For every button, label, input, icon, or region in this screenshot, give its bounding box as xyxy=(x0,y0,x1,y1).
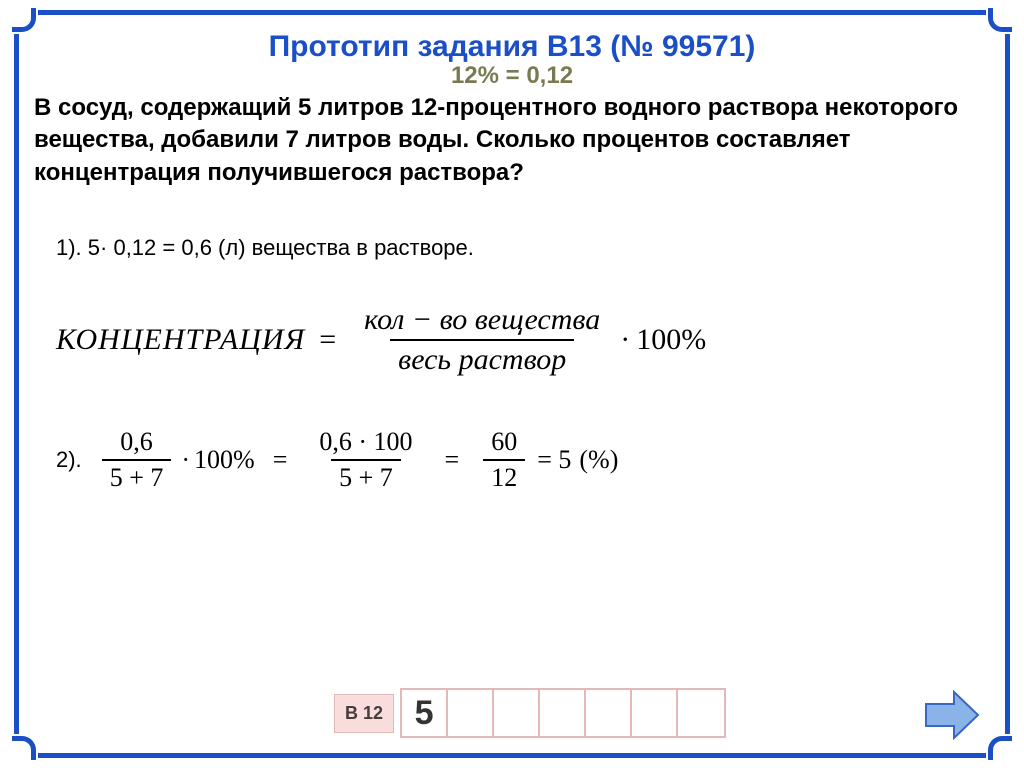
percent-100: 100% xyxy=(636,323,706,357)
equals-sign: = xyxy=(319,323,336,357)
answer-cell[interactable]: 5 xyxy=(402,690,448,736)
slide-content: Прототип задания B13 (№ 99571) 12% = 0,1… xyxy=(34,24,990,744)
answer-row: В 12 5 xyxy=(334,688,726,738)
answer-cell[interactable] xyxy=(586,690,632,736)
multiply-sign: · xyxy=(181,445,190,475)
answer-cell[interactable] xyxy=(632,690,678,736)
f3-num: 60 xyxy=(483,427,525,459)
f2-den: 5 + 7 xyxy=(331,459,401,493)
multiply-sign: · xyxy=(620,323,630,357)
answer-label: В 12 xyxy=(334,694,394,733)
formula-label: КОНЦЕНТРАЦИЯ xyxy=(56,323,305,357)
fraction-2: 0,6 · 100 5 + 7 xyxy=(311,427,420,493)
fraction-1: 0,6 5 + 7 xyxy=(102,427,172,493)
fraction-denominator: весь раствор xyxy=(390,339,574,377)
equals-sign: = xyxy=(273,445,288,475)
problem-text: В сосуд, содержащий 5 литров 12-процентн… xyxy=(34,92,990,189)
answer-cells: 5 xyxy=(400,688,726,738)
result-unit: (%) xyxy=(579,445,618,475)
arrow-right-icon xyxy=(922,688,982,742)
result-value: = 5 xyxy=(537,445,571,475)
step-1: 1). 5· 0,12 = 0,6 (л) вещества в раствор… xyxy=(56,235,990,261)
concentration-formula: КОНЦЕНТРАЦИЯ = кол − во вещества весь ра… xyxy=(56,303,990,377)
step-2: 2). 0,6 5 + 7 · 100% = 0,6 · 100 5 + 7 =… xyxy=(56,427,990,493)
step-2-label: 2). xyxy=(56,447,82,473)
next-button[interactable] xyxy=(922,688,982,742)
fraction-3: 60 12 xyxy=(483,427,525,493)
f2-num: 0,6 · 100 xyxy=(311,427,420,459)
percent-100: 100% xyxy=(194,445,255,475)
answer-cell[interactable] xyxy=(494,690,540,736)
corner-decoration xyxy=(988,736,1012,760)
answer-cell[interactable] xyxy=(540,690,586,736)
answer-cell[interactable] xyxy=(678,690,724,736)
f1-den: 5 + 7 xyxy=(102,459,172,493)
slide-title: Прототип задания B13 (№ 99571) xyxy=(34,30,990,64)
f1-num: 0,6 xyxy=(112,427,161,459)
formula-fraction: кол − во вещества весь раствор xyxy=(356,303,608,377)
fraction-numerator: кол − во вещества xyxy=(356,303,608,339)
slide-subtitle: 12% = 0,12 xyxy=(34,62,990,90)
answer-cell[interactable] xyxy=(448,690,494,736)
equals-sign: = xyxy=(445,445,460,475)
f3-den: 12 xyxy=(483,459,525,493)
